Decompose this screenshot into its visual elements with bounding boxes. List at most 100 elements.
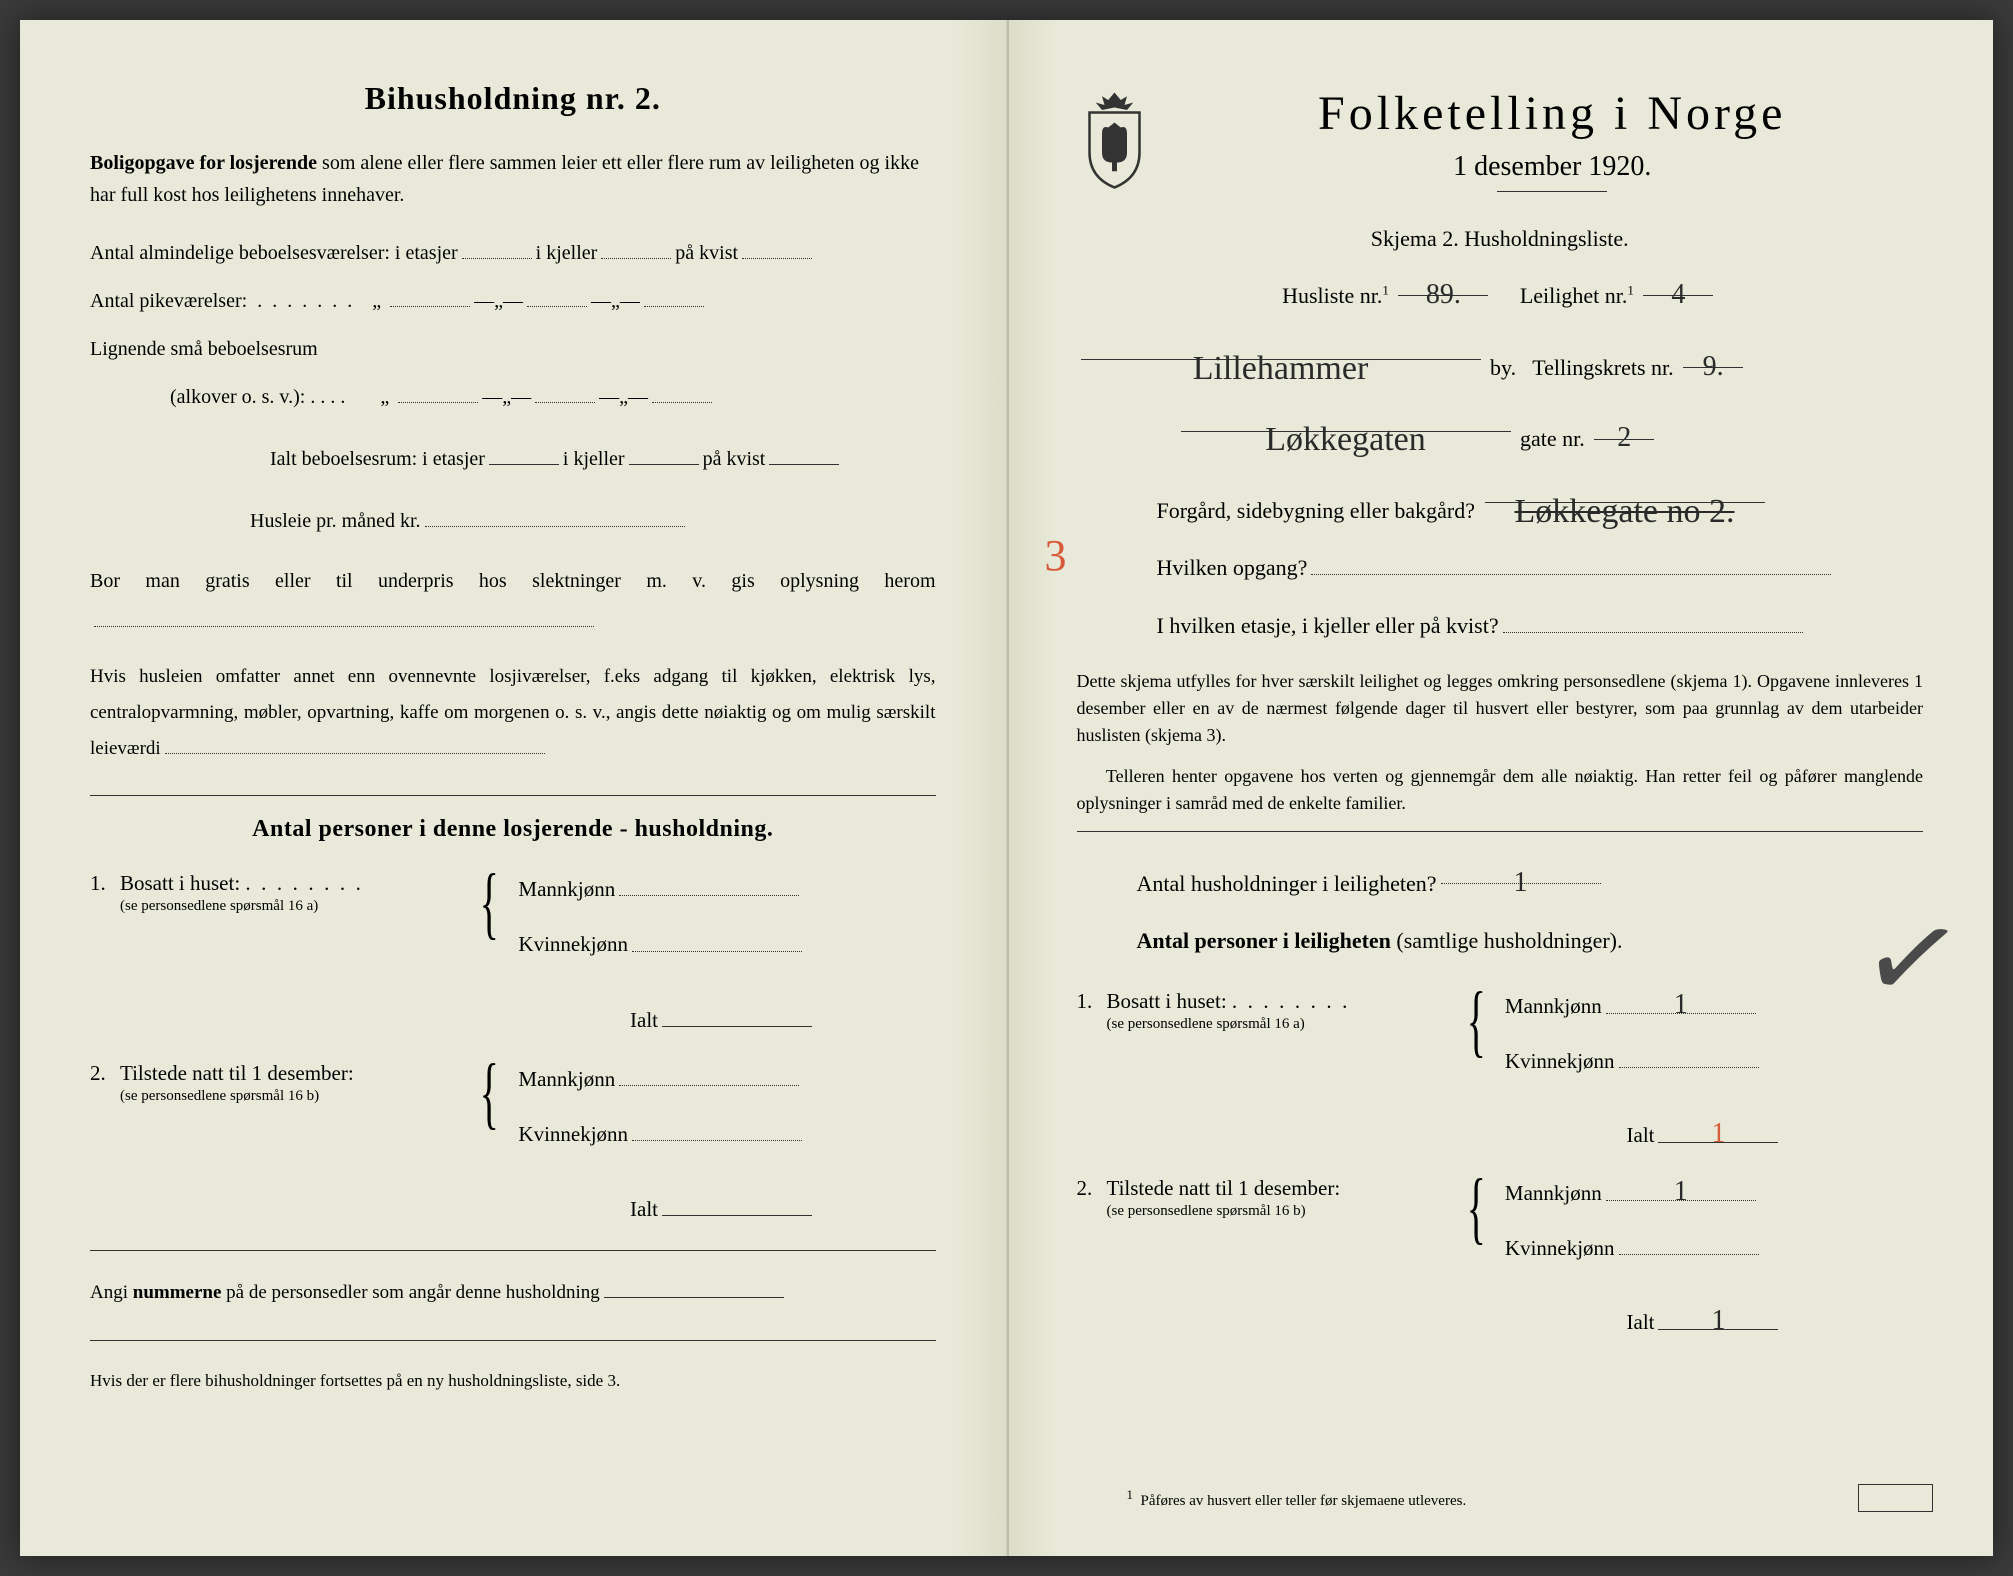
date-line: 1 desember 1920.: [1182, 151, 1924, 183]
left-row-1: 1. Bosatt i huset: . . . . . . . . (se p…: [90, 871, 936, 981]
by-label: by.: [1490, 355, 1516, 380]
r1-num: 1.: [1077, 989, 1107, 1014]
blank-alc-1: [398, 379, 478, 403]
r2-ialt-hw: 1: [1711, 1305, 1725, 1336]
blank-f2: [632, 1116, 802, 1141]
city-line: Lillehammer by. Tellingskrets nr. 9.: [1077, 334, 1924, 388]
r2-ialt-val: 1: [1658, 1305, 1778, 1330]
households-value: 1: [1441, 858, 1601, 884]
footnote-marker: 1: [1127, 1487, 1134, 1502]
page-fold: [1007, 20, 1009, 1556]
r1-ialt-label: Ialt: [1627, 1123, 1655, 1147]
opgang-label: Hvilken opgang?: [1157, 555, 1308, 580]
r1-female-line: Kvinnekjønn: [1505, 1043, 1923, 1074]
title-divider: [1497, 191, 1607, 192]
checkmark-icon: ✓: [1851, 882, 1974, 1036]
blank-m2: [619, 1061, 799, 1086]
left-page: Bihusholdning nr. 2. Boligopgave for los…: [20, 20, 1007, 1556]
row2-label-block: Tilstede natt til 1 desember: (se person…: [120, 1061, 460, 1105]
rooms-label-1: Antal almindelige beboelsesværelser: i e…: [90, 242, 458, 264]
street-value: Løkkegaten: [1181, 405, 1511, 431]
total-end: på kvist: [703, 448, 766, 470]
blank-free: [94, 603, 594, 627]
female-line-2: Kvinnekjønn: [518, 1116, 935, 1147]
total-label: Ialt beboelsesrum: i etasjer: [270, 448, 485, 470]
row2-sub: (se personsedlene spørsmål 16 b): [120, 1088, 460, 1105]
blank-etasjer: [462, 235, 532, 259]
blank-etasje: [1503, 607, 1803, 633]
footer-1: Angi nummerne på de personsedler som ang…: [90, 1275, 936, 1304]
leilighet-label: Leilighet nr.: [1520, 283, 1628, 308]
left-title: Bihusholdning nr. 2.: [90, 80, 936, 117]
households-label: Antal husholdninger i leiligheten?: [1137, 871, 1437, 896]
right-row-2: 2. Tilstede natt til 1 desember: (se per…: [1077, 1176, 1924, 1285]
blank-i1: [662, 1002, 812, 1027]
gate-value: 2: [1594, 413, 1654, 439]
households-hw: 1: [1514, 867, 1528, 898]
r1-label-block: Bosatt i huset: . . . . . . . . (se pers…: [1107, 989, 1447, 1033]
female-label-2: Kvinnekjønn: [518, 1122, 628, 1146]
blank-alc-2: [535, 379, 595, 403]
row1-num: 1.: [90, 871, 120, 896]
footnote: 1 Påføres av husvert eller teller før sk…: [1127, 1487, 1467, 1510]
households-line: Antal husholdninger i leiligheten?1: [1137, 858, 1924, 904]
total-mid: i kjeller: [563, 448, 625, 470]
forgard-hw: Løkkegate no 2.: [1515, 481, 1735, 542]
r1-male-label: Mannkjønn: [1505, 994, 1602, 1018]
blank-tot-1: [489, 441, 559, 465]
forgard-line: Forgård, sidebygning eller bakgård? Løkk…: [1157, 477, 1924, 531]
blank-kvist: [742, 235, 812, 259]
krets-label: Tellingskrets nr.: [1532, 355, 1673, 380]
printer-stamp: [1858, 1484, 1933, 1512]
footer1b: nummerne: [133, 1282, 222, 1303]
city-value: Lillehammer: [1081, 334, 1481, 360]
left-subsection-title: Antal personer i denne losjerende - hush…: [90, 816, 936, 843]
total-rooms-line: Ialt beboelsesrum: i etasjer i kjeller på …: [270, 437, 936, 481]
r2-label-block: Tilstede natt til 1 desember: (se person…: [1107, 1176, 1447, 1220]
blank-opgang: [1311, 549, 1831, 575]
footer-2: Hvis der er flere bihusholdninger fortse…: [90, 1371, 936, 1391]
footer1a: Angi: [90, 1282, 133, 1303]
blank-extra: [165, 731, 545, 754]
gate-label: gate nr.: [1520, 426, 1585, 451]
persons-bold: Antal personer i leiligheten: [1137, 928, 1391, 953]
leilighet-value: 4: [1643, 270, 1713, 296]
ialt-2: Ialt: [630, 1191, 936, 1222]
right-page: 3 Folketelling i Norge 1 desember 1920. …: [1007, 20, 1994, 1556]
krets-hw: 9.: [1703, 351, 1724, 382]
row1-label-block: Bosatt i huset: . . . . . . . . (se pers…: [120, 871, 460, 915]
r1-female-val: [1619, 1043, 1759, 1068]
main-title: Folketelling i Norge: [1182, 86, 1924, 141]
row1-sub: (se personsedlene spørsmål 16 a): [120, 898, 460, 915]
red-margin-number: 3: [1045, 530, 1067, 581]
footer1c: på de personsedler som angår denne husho…: [221, 1282, 599, 1303]
extra-text: Hvis husleien omfatter annet enn ovennev…: [90, 659, 936, 767]
r2-male-val: 1: [1606, 1176, 1756, 1201]
street-line: Løkkegaten gate nr. 2: [1177, 405, 1924, 459]
forgard-label: Forgård, sidebygning eller bakgård?: [1157, 498, 1476, 523]
right-row-1: 1. Bosatt i huset: . . . . . . . . (se p…: [1077, 989, 1924, 1098]
male-line-2: Mannkjønn: [518, 1061, 935, 1092]
blank-maid-3: [644, 283, 704, 307]
ialt-label-1: Ialt: [630, 1008, 658, 1032]
etasje-label: I hvilken etasje, i kjeller eller på kvi…: [1157, 613, 1499, 638]
persons-heading: Antal personer i leiligheten (samtlige h…: [1137, 921, 1924, 961]
husliste-line: Husliste nr.1 89. Leilighet nr.1 4: [1077, 270, 1924, 316]
r1-male-hw: 1: [1674, 989, 1688, 1020]
male-line-1: Mannkjønn: [518, 871, 935, 902]
r1-female-label: Kvinnekjønn: [1505, 1049, 1615, 1073]
title-block: Folketelling i Norge 1 desember 1920.: [1182, 80, 1924, 216]
blank-i2: [662, 1191, 812, 1216]
free-label: Bor man gratis eller til underpris hos s…: [90, 570, 936, 592]
city-hw: Lillehammer: [1193, 338, 1369, 399]
rooms-line: Antal almindelige beboelsesværelser: i e…: [90, 231, 936, 275]
r2-male-line: Mannkjønn1: [1505, 1176, 1923, 1206]
r2-male-hw: 1: [1674, 1176, 1688, 1207]
r1-ialt: Ialt1: [1627, 1118, 1924, 1148]
ialt-label-2: Ialt: [630, 1197, 658, 1221]
header-block: Folketelling i Norge 1 desember 1920.: [1077, 80, 1924, 216]
street-hw: Løkkegaten: [1265, 409, 1426, 470]
r1-label: Bosatt i huset:: [1107, 989, 1227, 1013]
r2-female-val: [1619, 1230, 1759, 1255]
leilighet-hw: 4: [1671, 279, 1685, 310]
